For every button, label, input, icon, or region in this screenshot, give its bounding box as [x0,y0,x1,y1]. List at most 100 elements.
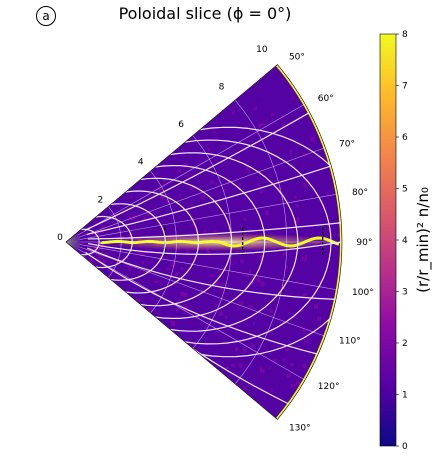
texture-speckle [240,160,246,165]
texture-speckle [282,358,286,362]
angle-tick-label: 120° [318,382,340,392]
angular-grid-line [77,103,306,236]
texture-speckle [150,187,153,191]
texture-speckle [265,210,269,216]
texture-speckle [234,348,238,352]
texture-speckle [220,288,224,291]
origin-fan-line [65,237,80,243]
texture-speckle [269,261,274,267]
texture-speckle [122,277,128,281]
texture-speckle [118,221,122,225]
texture-speckle [143,216,147,220]
texture-speckle [170,321,176,326]
texture-speckle [231,110,235,115]
texture-speckle [205,307,209,313]
texture-speckle [104,256,108,261]
radial-tick-label: 2 [98,195,104,205]
colorbar-bar [379,33,397,447]
texture-speckle [247,153,250,158]
texture-speckle [252,322,255,325]
colorbar-tick-label: 7 [402,82,408,92]
texture-speckle [278,417,282,420]
texture-speckle [277,187,281,192]
texture-speckle [209,274,214,278]
texture-speckle [232,174,237,178]
texture-speckle [135,298,141,303]
colorbar-tick-label: 2 [402,339,408,349]
texture-speckle [190,298,196,302]
texture-speckle [215,330,218,335]
texture-speckle [269,308,274,313]
texture-speckle [293,370,299,374]
texture-speckle [244,333,249,337]
texture-speckle [292,100,297,104]
texture-speckle [118,214,121,219]
texture-speckle [136,254,140,258]
texture-speckle [109,230,113,234]
texture-speckle [266,316,272,322]
texture-speckle [282,252,287,256]
texture-speckle [248,161,254,167]
texture-speckle [238,301,244,305]
texture-speckle [220,303,226,307]
texture-speckle [270,368,275,373]
texture-speckle [162,177,166,183]
texture-speckle [181,216,186,222]
texture-speckle [260,281,265,287]
texture-speckle [292,305,297,308]
texture-speckle [232,278,238,281]
origin-fan-line [65,239,80,243]
texture-speckle [308,323,313,328]
texture-speckle [165,268,171,271]
texture-speckle [146,261,152,265]
origin-fan-line [65,240,80,243]
texture-speckle [206,190,211,193]
angular-grid-line [78,147,326,238]
texture-speckle [273,401,276,407]
texture-speckle [301,320,304,325]
texture-speckle [252,395,258,400]
texture-speckle [156,199,161,203]
texture-speckle [267,341,271,345]
texture-speckle [304,339,309,343]
texture-speckle [250,149,253,153]
texture-speckle [253,216,257,220]
texture-speckle [212,130,216,134]
texture-speckle [281,115,285,118]
texture-speckle [165,198,170,203]
texture-speckle [271,113,275,117]
texture-speckle [204,251,209,255]
streamline [84,111,310,231]
texture-speckle [259,122,265,127]
texture-speckle [265,228,270,233]
texture-speckle [88,223,92,227]
texture-speckle [105,226,111,232]
texture-speckle [295,379,301,385]
angle-tick-label: 60° [318,94,334,104]
texture-speckle [235,367,241,370]
texture-speckle [182,307,187,312]
texture-speckle [252,124,258,129]
texture-speckle [98,226,103,231]
texture-speckle [124,270,128,275]
texture-speckle [247,119,252,123]
texture-speckle [209,212,214,216]
texture-speckle [230,263,233,267]
wedge-layer [66,64,342,420]
texture-speckle [262,77,266,81]
texture-speckle [302,329,306,334]
texture-speckle [227,220,232,224]
texture-speckle [160,195,165,200]
texture-speckle [235,154,241,160]
texture-speckle [269,173,275,177]
texture-speckle [109,268,113,273]
texture-speckle [132,214,136,218]
texture-speckle [291,96,294,100]
texture-speckle [131,217,136,221]
texture-speckle [95,222,98,225]
texture-speckle [238,183,242,186]
texture-speckle [241,95,246,99]
texture-speckle [281,123,286,129]
texture-speckle [274,306,278,309]
texture-speckle [101,250,104,254]
